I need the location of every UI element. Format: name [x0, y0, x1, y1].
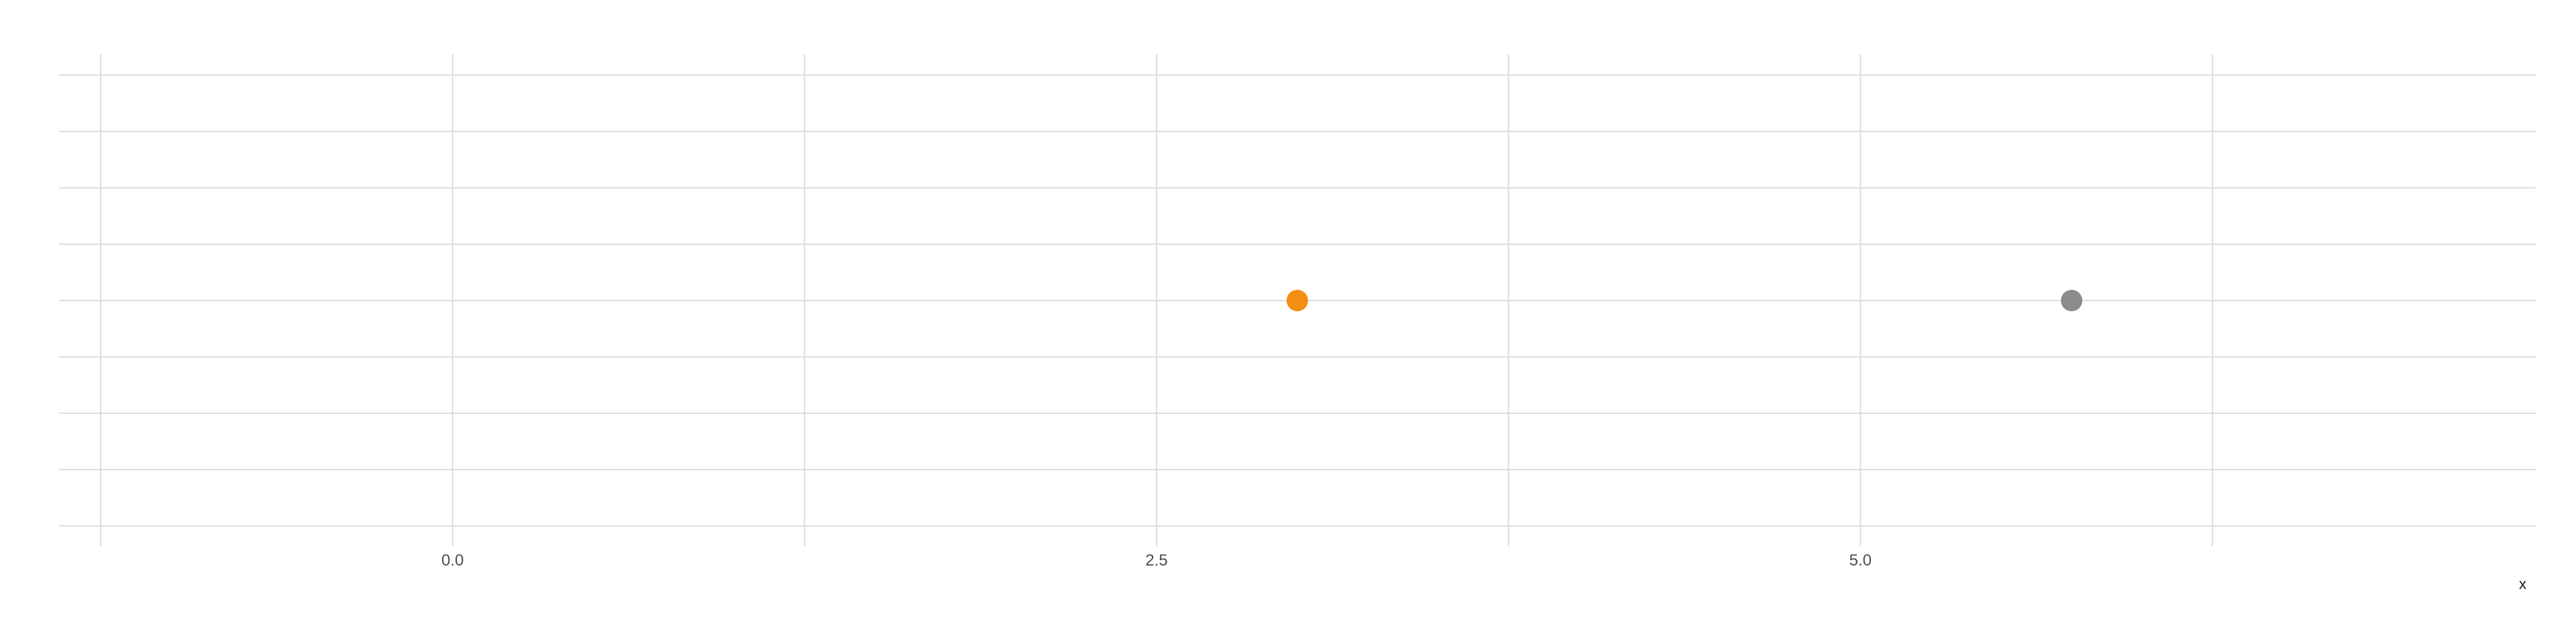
x-tick-label: 2.5 [1145, 551, 1167, 570]
x-tick-label: 0.0 [441, 551, 464, 570]
data-points [1286, 290, 2083, 311]
data-point [2061, 290, 2083, 311]
data-point [1286, 290, 1308, 311]
x-tick-label: 5.0 [1849, 551, 1872, 570]
x-axis-title: x [2519, 576, 2526, 592]
x-axis-tick-labels: 0.0 2.5 5.0 [441, 551, 1872, 570]
